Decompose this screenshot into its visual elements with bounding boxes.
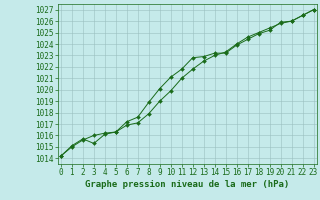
X-axis label: Graphe pression niveau de la mer (hPa): Graphe pression niveau de la mer (hPa)	[85, 180, 289, 189]
